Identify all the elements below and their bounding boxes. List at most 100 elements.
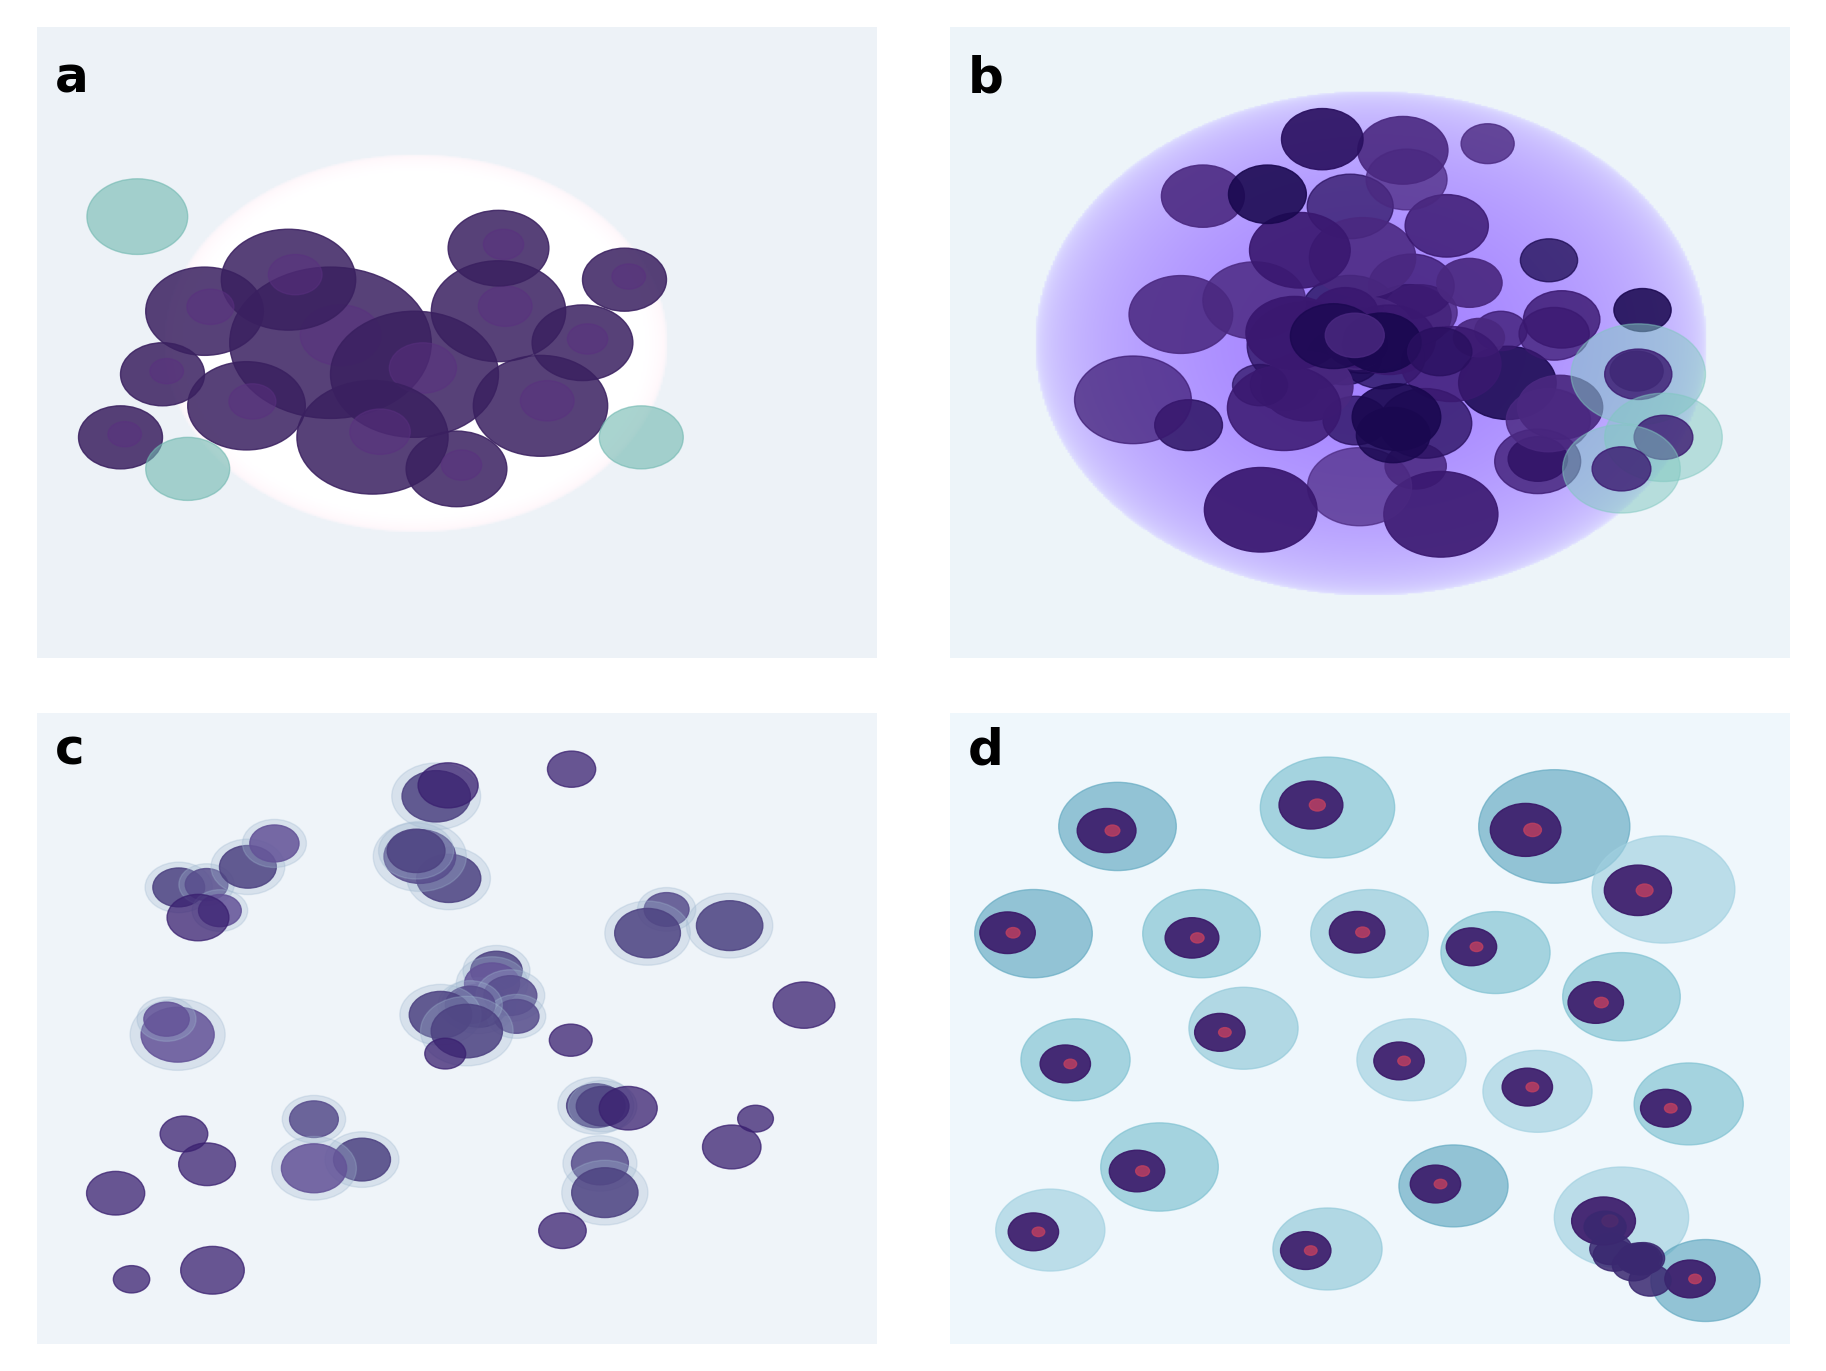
Circle shape: [1191, 932, 1203, 943]
Circle shape: [548, 751, 595, 787]
Circle shape: [1397, 1056, 1410, 1065]
Circle shape: [1021, 1019, 1130, 1101]
Circle shape: [425, 1038, 466, 1069]
Circle shape: [1203, 262, 1306, 339]
Circle shape: [402, 771, 471, 823]
Circle shape: [1340, 325, 1424, 389]
Circle shape: [1634, 1063, 1744, 1145]
Circle shape: [1572, 1197, 1636, 1245]
Circle shape: [1408, 328, 1472, 376]
Circle shape: [1585, 1211, 1627, 1242]
Circle shape: [79, 406, 163, 469]
Circle shape: [1495, 429, 1581, 494]
Circle shape: [1517, 376, 1603, 439]
Circle shape: [184, 869, 228, 901]
Circle shape: [407, 847, 491, 910]
Circle shape: [1640, 1090, 1691, 1127]
Circle shape: [1307, 174, 1393, 239]
Circle shape: [1351, 384, 1441, 450]
Circle shape: [1527, 1082, 1539, 1091]
Circle shape: [250, 825, 299, 862]
Circle shape: [637, 887, 696, 931]
Circle shape: [1379, 388, 1472, 458]
Circle shape: [1636, 884, 1653, 897]
Circle shape: [531, 304, 634, 381]
Circle shape: [1563, 953, 1680, 1041]
Circle shape: [1233, 365, 1287, 406]
Circle shape: [199, 894, 241, 927]
Circle shape: [1433, 1179, 1446, 1189]
Circle shape: [566, 1084, 624, 1128]
Circle shape: [268, 255, 321, 295]
Circle shape: [1307, 447, 1411, 525]
Circle shape: [146, 267, 263, 355]
Circle shape: [431, 260, 566, 362]
Circle shape: [772, 982, 834, 1028]
Circle shape: [1165, 917, 1220, 958]
Circle shape: [612, 263, 646, 289]
Circle shape: [1357, 1019, 1466, 1101]
Circle shape: [1194, 1013, 1245, 1052]
Circle shape: [1273, 1208, 1382, 1290]
Circle shape: [409, 991, 471, 1038]
Circle shape: [550, 1024, 592, 1056]
Circle shape: [1309, 218, 1415, 298]
Circle shape: [449, 984, 508, 1027]
Circle shape: [473, 355, 608, 457]
Circle shape: [442, 450, 482, 480]
Circle shape: [146, 437, 230, 500]
Circle shape: [272, 1137, 356, 1200]
Circle shape: [383, 829, 456, 883]
Circle shape: [1074, 356, 1191, 444]
Circle shape: [1384, 472, 1497, 557]
Circle shape: [477, 969, 544, 1021]
Circle shape: [243, 820, 307, 868]
Text: d: d: [968, 727, 1004, 775]
Circle shape: [520, 381, 573, 421]
Circle shape: [1368, 254, 1453, 318]
Circle shape: [1282, 108, 1362, 170]
Circle shape: [464, 946, 530, 995]
Circle shape: [1601, 1215, 1618, 1227]
Circle shape: [1605, 350, 1673, 399]
Circle shape: [1373, 1042, 1424, 1080]
Circle shape: [1453, 318, 1505, 356]
Circle shape: [88, 178, 188, 255]
Circle shape: [1318, 307, 1406, 373]
Circle shape: [1154, 400, 1222, 451]
Circle shape: [615, 909, 681, 958]
Circle shape: [1008, 1213, 1059, 1250]
Circle shape: [1304, 1246, 1317, 1256]
Circle shape: [1077, 809, 1136, 853]
Circle shape: [1368, 285, 1452, 347]
Circle shape: [113, 1265, 150, 1293]
Circle shape: [696, 901, 763, 950]
Circle shape: [1594, 997, 1609, 1008]
Circle shape: [418, 762, 478, 808]
Circle shape: [130, 999, 225, 1071]
Circle shape: [389, 343, 456, 393]
Circle shape: [1441, 912, 1550, 994]
Circle shape: [1461, 123, 1514, 163]
Circle shape: [1313, 288, 1379, 336]
Circle shape: [1490, 803, 1561, 857]
Circle shape: [1554, 1167, 1689, 1268]
Circle shape: [420, 997, 513, 1065]
Circle shape: [387, 829, 446, 872]
Circle shape: [1618, 1243, 1660, 1275]
Circle shape: [1592, 1239, 1634, 1271]
Circle shape: [212, 839, 285, 894]
Circle shape: [1470, 942, 1483, 951]
Circle shape: [1291, 304, 1377, 369]
Circle shape: [577, 1086, 628, 1126]
Circle shape: [150, 358, 183, 384]
Circle shape: [604, 901, 690, 965]
Circle shape: [1311, 890, 1428, 978]
Circle shape: [1065, 1060, 1077, 1068]
Circle shape: [456, 957, 528, 1010]
Circle shape: [1519, 307, 1589, 361]
Circle shape: [1399, 1145, 1508, 1227]
Circle shape: [1329, 328, 1384, 370]
Circle shape: [1326, 313, 1384, 358]
Circle shape: [562, 1135, 637, 1191]
